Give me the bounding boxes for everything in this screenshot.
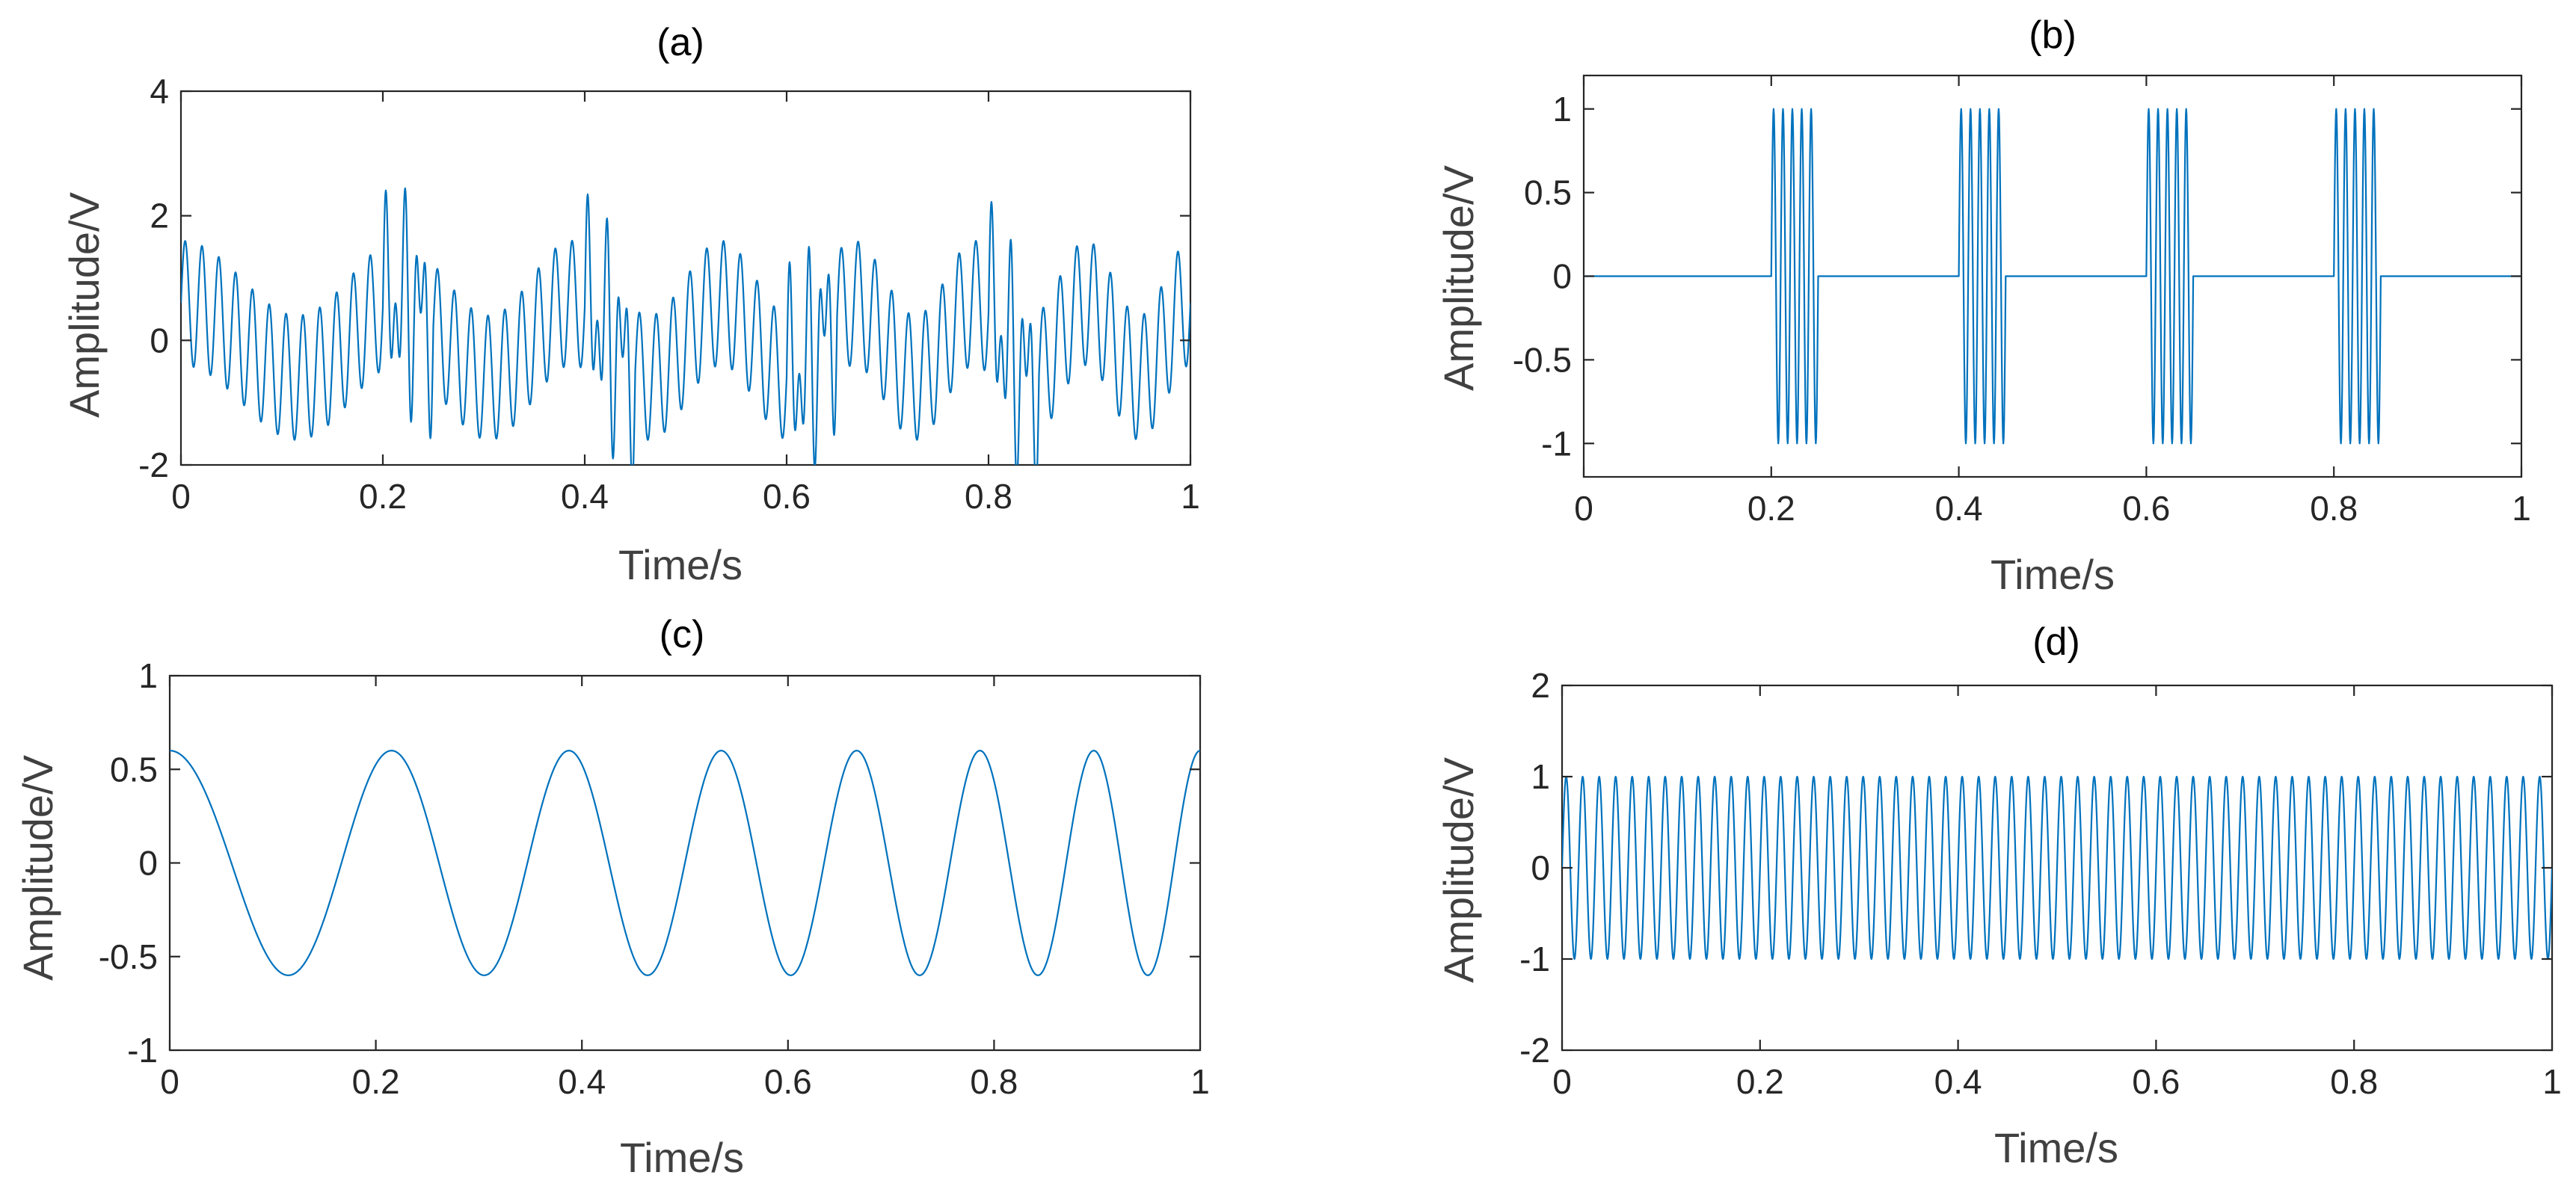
panel-c-xtick-label: 0.4 xyxy=(558,1062,606,1101)
panel-d-xtick-label: 0.4 xyxy=(1934,1062,1982,1101)
panel-c-ytick-label: -1 xyxy=(127,1031,158,1070)
panel-a-xtick-label: 0.8 xyxy=(965,477,1012,516)
panel-a-series-0-line xyxy=(181,187,1190,465)
panel-a-ytick-label: 0 xyxy=(150,321,169,360)
panel-a-ytick-label: 4 xyxy=(150,72,169,111)
panel-b-ytick-label: 0 xyxy=(1552,257,1572,296)
panel-d-ytick-label: 2 xyxy=(1531,666,1550,705)
panel-b-plot: 0 0.2 0.4 0.6 0.8 1 -1 -0.5 0 0.5 1 xyxy=(1513,74,2531,528)
panel-b-ytick-label: -1 xyxy=(1541,424,1572,463)
panel-b-xtick-label: 1 xyxy=(2512,489,2531,528)
panel-c-xtick-label: 0 xyxy=(160,1062,179,1101)
panel-c-xtick-label: 1 xyxy=(1190,1062,1210,1101)
panel-a-ytick-label: -2 xyxy=(138,445,169,484)
panel-d-ytick-label: 1 xyxy=(1531,757,1550,796)
panel-c-ytick-label: 1 xyxy=(138,656,158,695)
panel-c-xlabel: Time/s xyxy=(620,1134,744,1181)
panel-d-ytick-label: -2 xyxy=(1519,1031,1550,1070)
panel-b-xtick-label: 0.4 xyxy=(1935,489,1983,528)
panel-a-xtick-label: 0.4 xyxy=(561,477,609,516)
panel-c-xtick-label: 0.6 xyxy=(764,1062,812,1101)
panel-a-axes-box xyxy=(179,90,1192,466)
panel-a-xtick-label: 0.6 xyxy=(763,477,811,516)
panel-c-ytick-label: 0.5 xyxy=(110,750,158,789)
panel-c-ylabel: Amplitude/V xyxy=(14,754,61,981)
panel-b-ylabel: Amplitude/V xyxy=(1435,164,1482,391)
panel-d-xtick-label: 0.6 xyxy=(2132,1062,2180,1101)
panel-a-xlabel: Time/s xyxy=(618,541,743,588)
panel-a-ytick-label: 2 xyxy=(150,197,169,235)
panel-b-title: (b) xyxy=(2029,13,2077,57)
panel-c: (c) Amplitude/V Time/s 0 0.2 0.4 0.6 0.8 1 -1 -… xyxy=(14,613,1210,1181)
panel-d-xtick-label: 0 xyxy=(1552,1062,1572,1101)
panel-a-xtick-label: 0 xyxy=(171,477,191,516)
panel-b-xtick-label: 0.8 xyxy=(2310,489,2358,528)
panel-d-ytick-label: -1 xyxy=(1519,940,1550,978)
panel-b-xtick-label: 0.6 xyxy=(2122,489,2170,528)
panel-c-xtick-label: 0.8 xyxy=(970,1062,1018,1101)
panel-d-plot: 0 0.2 0.4 0.6 0.8 1 -2 -1 0 1 2 xyxy=(1519,666,2562,1101)
panel-d-xlabel: Time/s xyxy=(1994,1124,2118,1171)
panel-d: (d) Amplitude/V Time/s 0 0.2 0.4 0.6 0.8 1 -2 -… xyxy=(1435,620,2562,1171)
panel-d-ylabel: Amplitude/V xyxy=(1435,756,1482,983)
panel-b-series-0-line xyxy=(1584,108,2521,445)
panel-d-title: (d) xyxy=(2032,620,2080,664)
panel-b-xtick-label: 0.2 xyxy=(1747,489,1795,528)
panel-c-ytick-label: -0.5 xyxy=(99,937,158,976)
panel-b: (b) Amplitude/V Time/s 0 0.2 0.4 0.6 0.8 1 -1 -… xyxy=(1435,13,2531,598)
panel-b-xlabel: Time/s xyxy=(1991,551,2115,598)
panel-c-series-0-line xyxy=(170,750,1200,976)
panel-a: (a) Amplitude/V Time/s 0 0.2 0.4 0.6 0.8 1-20… xyxy=(61,21,1200,588)
panel-b-ytick-label: 0.5 xyxy=(1524,173,1572,212)
panel-a-xtick-label: 0.2 xyxy=(359,477,407,516)
panel-c-ytick-label: 0 xyxy=(138,844,158,883)
panel-d-xtick-label: 0.2 xyxy=(1736,1062,1784,1101)
panel-b-xtick-label: 0 xyxy=(1574,489,1593,528)
panel-c-plot: 0 0.2 0.4 0.6 0.8 1 -1 -0.5 0 0.5 1 xyxy=(99,656,1210,1101)
panel-b-ytick-label: -0.5 xyxy=(1513,340,1572,379)
panel-d-xtick-label: 0.8 xyxy=(2330,1062,2378,1101)
panel-b-ytick-label: 1 xyxy=(1552,90,1572,129)
panel-a-ylabel: Amplitude/V xyxy=(61,191,108,418)
panel-d-series-0-line xyxy=(1562,775,2552,961)
panel-d-ytick-label: 0 xyxy=(1531,848,1550,887)
panel-a-title: (a) xyxy=(657,21,704,64)
panel-c-xtick-label: 0.2 xyxy=(352,1062,400,1101)
panel-c-title: (c) xyxy=(660,613,705,656)
panel-a-xtick-label: 1 xyxy=(1181,477,1200,516)
panel-d-xtick-label: 1 xyxy=(2542,1062,2562,1101)
